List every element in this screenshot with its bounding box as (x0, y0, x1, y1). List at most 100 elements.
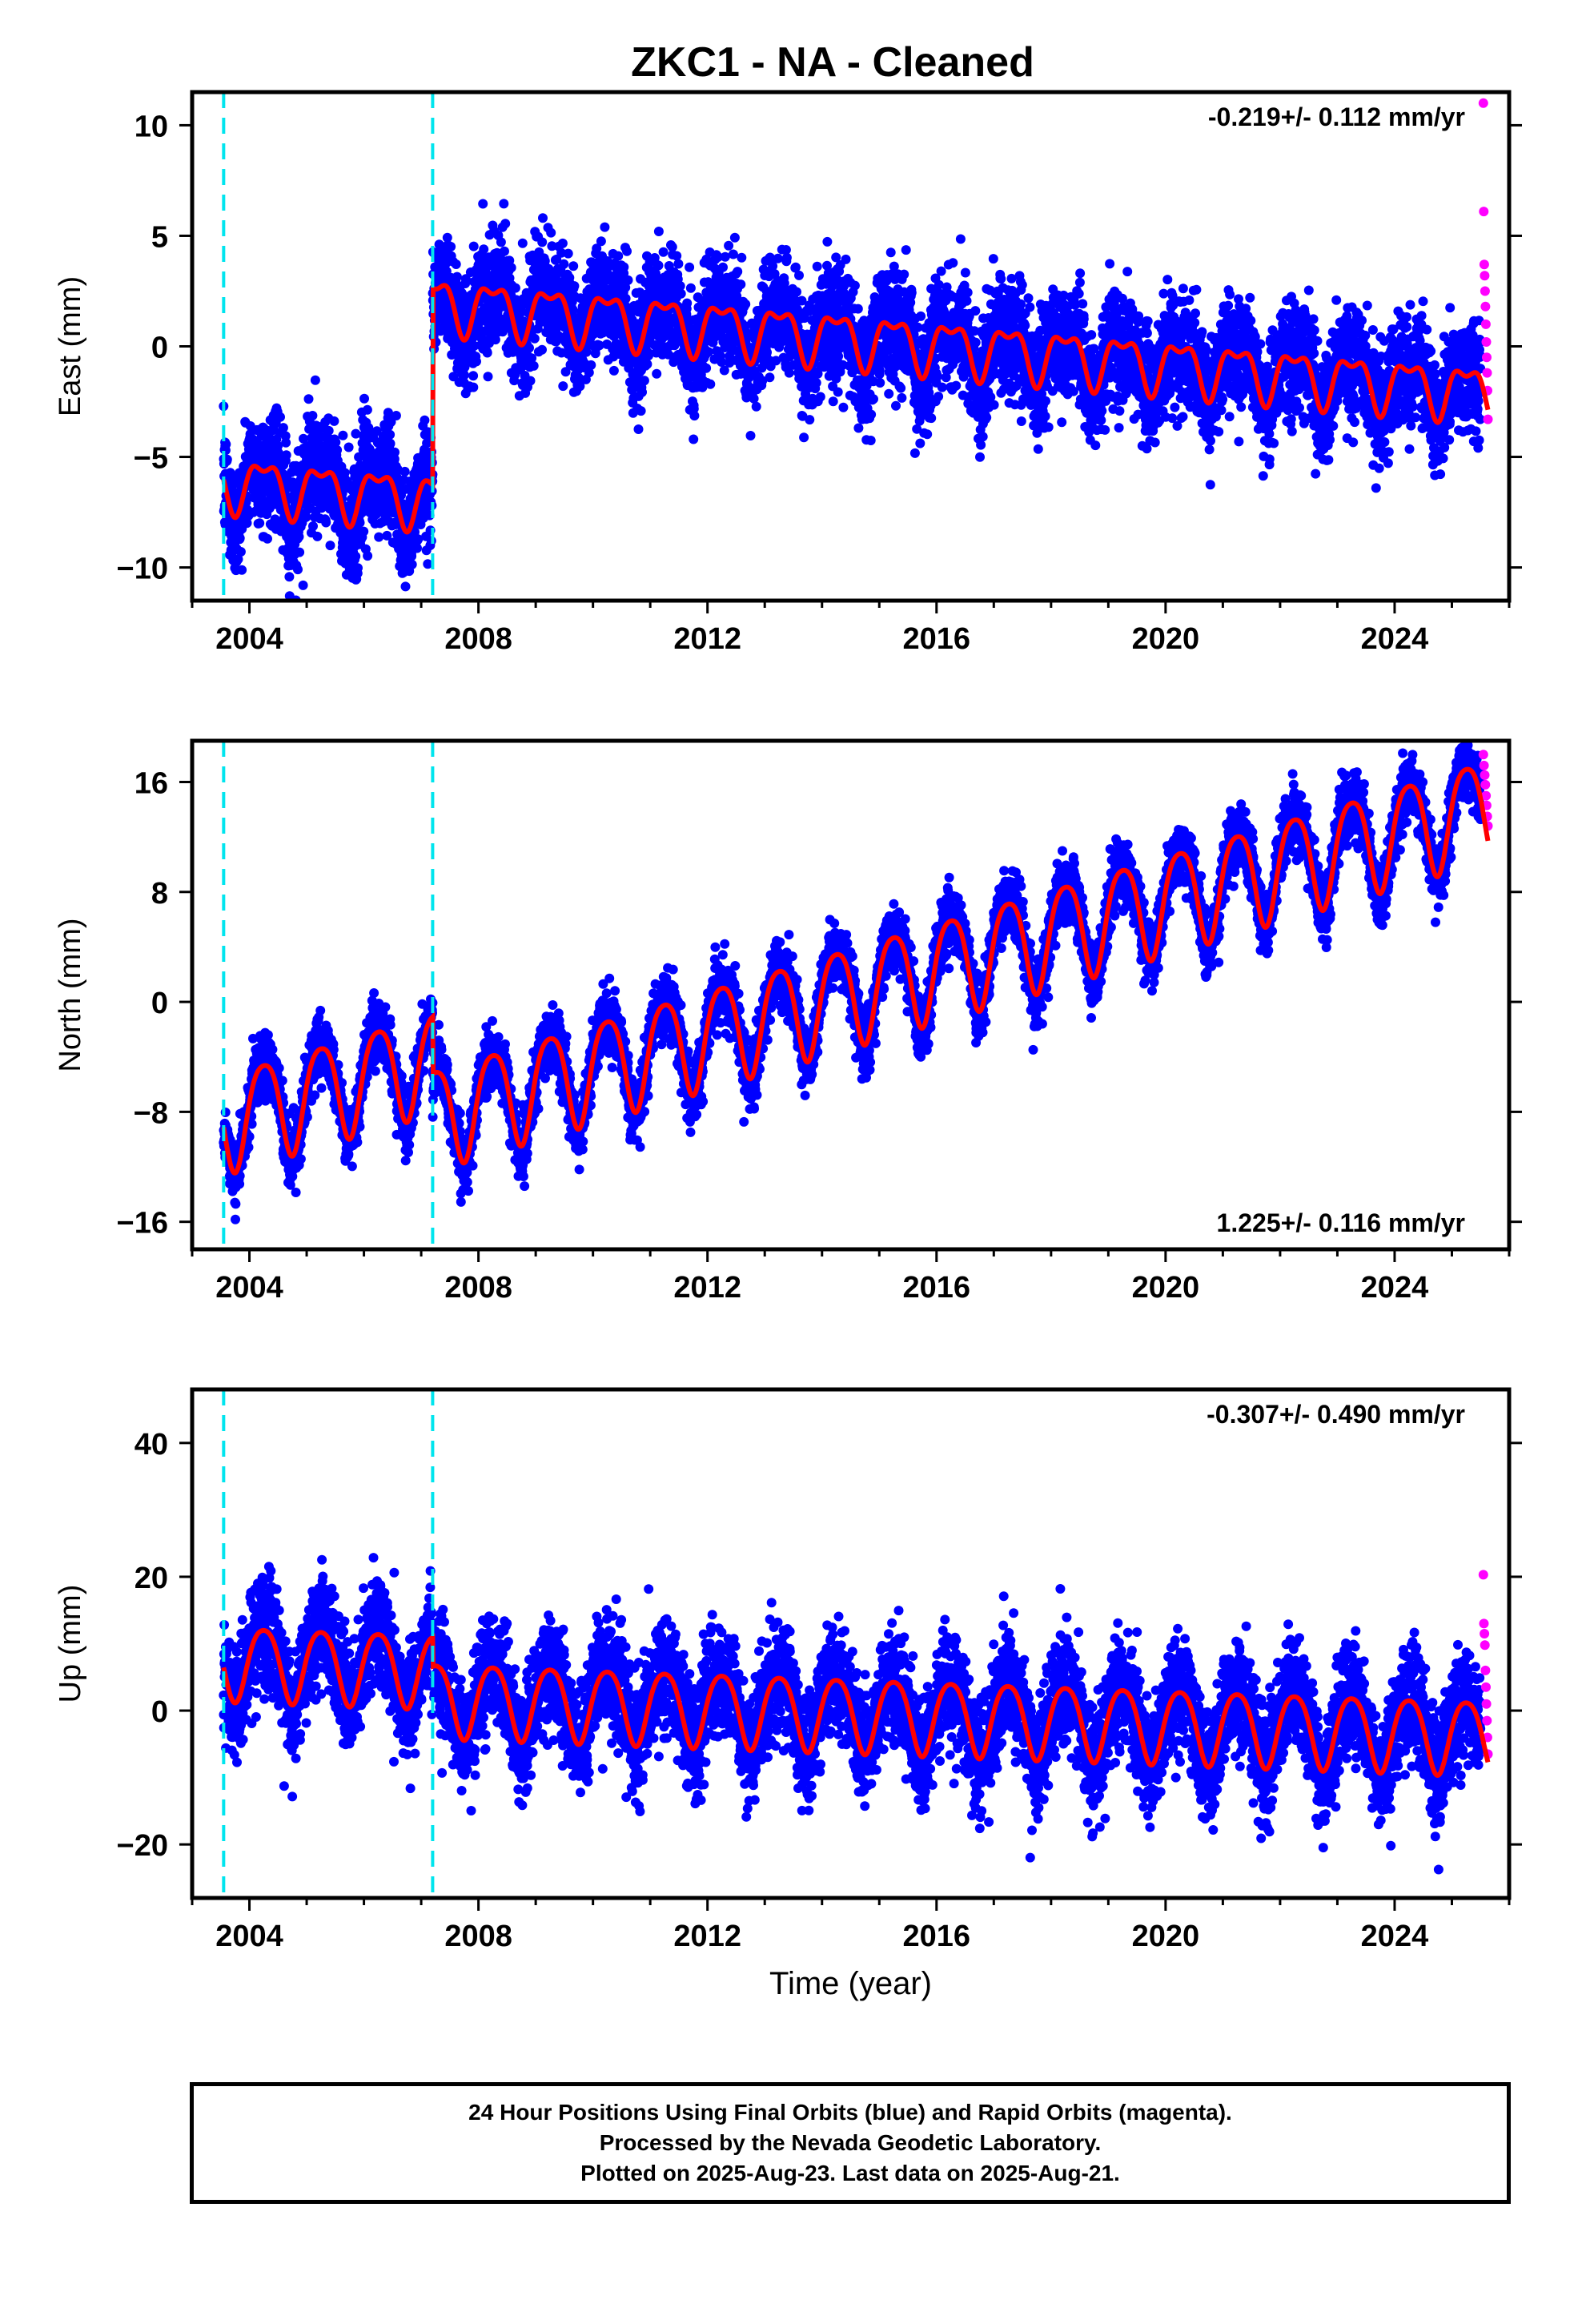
east-final-point (885, 247, 896, 258)
east-final-point (948, 258, 958, 268)
east-final-point (459, 370, 469, 380)
east-final-point (558, 381, 568, 392)
east-final-point (815, 392, 825, 402)
east-final-point (537, 237, 548, 247)
east-final-point (362, 404, 372, 415)
east-final-point (382, 530, 392, 541)
east-final-point (517, 238, 528, 248)
east-final-point (308, 521, 318, 531)
east-final-point (978, 432, 988, 442)
east-final-point (833, 387, 843, 397)
east-final-point (500, 246, 509, 256)
east-final-point (339, 468, 350, 478)
east-final-point (242, 518, 252, 529)
east-final-point (853, 423, 864, 433)
east-final-point (906, 287, 917, 298)
east-final-point (383, 408, 393, 418)
east-final-point (962, 287, 973, 298)
east-final-point (413, 534, 424, 545)
east-final-point (385, 429, 396, 440)
east-final-point (926, 413, 937, 424)
east-final-point (652, 368, 662, 379)
east-final-point (891, 400, 901, 411)
east-final-point (901, 245, 911, 255)
east-final-point (255, 518, 265, 529)
east-final-point (996, 274, 1006, 284)
east-final-point (736, 279, 746, 290)
east-final-point (592, 243, 602, 254)
east-final-point (560, 367, 571, 377)
east-final-point (598, 328, 608, 338)
east-final-point (602, 256, 612, 266)
east-final-point (525, 376, 536, 386)
east-final-point (799, 432, 809, 443)
east-final-point (468, 371, 479, 381)
east-final-point (613, 251, 624, 261)
east-final-point (960, 267, 970, 278)
east-final-point (672, 251, 682, 261)
east-final-point (482, 348, 492, 358)
east-final-point (407, 559, 417, 569)
east-final-point (909, 448, 920, 458)
east-final-point (633, 424, 644, 434)
east-final-point (811, 378, 821, 388)
east-final-point (673, 259, 684, 269)
east-final-point (689, 411, 700, 421)
east-final-point (575, 381, 585, 392)
east-final-point (899, 269, 909, 279)
east-final-point (636, 406, 646, 416)
east-final-point (745, 431, 756, 440)
east-final-point (586, 360, 596, 370)
east-final-point (355, 517, 365, 528)
east-final-point (822, 236, 833, 247)
east-final-point (420, 415, 430, 425)
east-final-point (639, 376, 649, 386)
east-final-point (235, 533, 245, 543)
east-final-point (622, 246, 632, 256)
east-final-point (644, 351, 653, 361)
east-final-point (323, 425, 334, 436)
east-final-orbit-points (219, 199, 1486, 601)
east-final-point (620, 293, 631, 304)
east-final-point (312, 531, 323, 541)
east-final-point (701, 363, 712, 373)
east-final-point (446, 242, 456, 251)
east-final-point (233, 554, 243, 565)
east-final-point (559, 259, 569, 269)
east-final-point (741, 299, 751, 309)
east-final-point (284, 572, 295, 582)
east-final-point (865, 436, 876, 445)
east-final-point (506, 263, 516, 273)
east-final-point (400, 581, 411, 592)
east-final-point (916, 311, 926, 321)
east-final-point (278, 423, 288, 433)
east-final-point (970, 337, 981, 348)
east-final-point (263, 533, 272, 544)
east-final-point (569, 281, 580, 292)
east-final-point (841, 254, 851, 264)
east-final-point (359, 393, 369, 404)
east-final-point (547, 241, 557, 251)
east-final-point (460, 274, 471, 284)
east-final-point (338, 430, 348, 440)
east-final-point (685, 262, 695, 272)
east-final-point (332, 445, 343, 455)
east-final-point (527, 353, 537, 364)
east-final-point (504, 273, 515, 283)
east-final-point (563, 248, 573, 259)
east-final-point (423, 559, 433, 569)
east-final-point (653, 227, 664, 236)
east-final-point (936, 266, 946, 276)
east-final-point (452, 271, 462, 282)
east-final-point (596, 236, 606, 247)
east-final-point (325, 541, 335, 551)
east-final-point (468, 382, 479, 392)
east-final-point (407, 551, 417, 561)
east-final-point (682, 298, 693, 308)
east-final-point (781, 252, 792, 263)
east-final-point (982, 412, 992, 423)
east-final-point (794, 270, 804, 280)
east-final-point (524, 343, 534, 353)
east-final-point (483, 372, 493, 382)
